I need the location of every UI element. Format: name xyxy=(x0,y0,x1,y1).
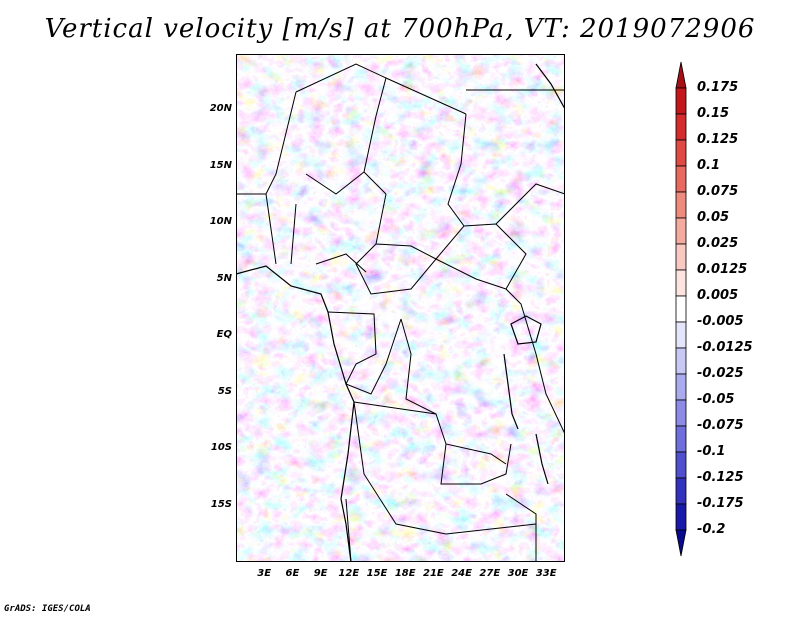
lat-tick-label: 15S xyxy=(210,498,232,510)
lon-tick-label: 30E xyxy=(507,568,529,579)
border-chad-sudan xyxy=(435,113,467,260)
lat-tick-label: 5N xyxy=(216,272,232,284)
lat-tick-label: 5S xyxy=(217,385,232,397)
colorbar-segment xyxy=(675,451,687,479)
lon-tick-label: 6E xyxy=(285,568,300,579)
colorbar-segment xyxy=(675,217,687,245)
lon-tick-label: 18E xyxy=(394,568,416,579)
colorbar-level-label: -0.05 xyxy=(697,392,735,407)
border-ethiopia xyxy=(495,183,565,225)
colorbar-segment xyxy=(675,373,687,401)
lat-tick-label: EQ xyxy=(216,329,232,341)
coastline-lake-malawi xyxy=(535,433,549,485)
map-frame xyxy=(236,54,565,562)
coastline-west-africa xyxy=(236,265,329,313)
colorbar-segment xyxy=(675,113,687,141)
colorbar-level-label: -0.175 xyxy=(697,496,744,511)
colorbar-segment xyxy=(675,243,687,271)
colorbar-level-label: -0.0125 xyxy=(697,340,753,355)
colorbar-level-label: -0.005 xyxy=(697,314,744,329)
border-gabon-congo xyxy=(327,311,402,395)
colorbar-segment xyxy=(675,61,687,89)
lon-tick-label: 15E xyxy=(366,568,388,579)
colorbar-segment xyxy=(675,269,687,297)
border-chad-libya xyxy=(385,77,467,115)
colorbar-level-label: 0.15 xyxy=(697,106,730,121)
border-east-africa xyxy=(505,288,565,435)
lon-tick-label: 12E xyxy=(338,568,360,579)
lat-tick-label: 10N xyxy=(209,216,232,228)
border-south-sudan xyxy=(463,223,527,290)
colorbar-segment xyxy=(675,191,687,219)
border-chad-car xyxy=(375,193,437,260)
colorbar-level-label: 0.0125 xyxy=(697,262,748,277)
lon-tick-label: 21E xyxy=(423,568,444,579)
border-car-drc xyxy=(355,243,507,295)
colorbar-segment xyxy=(675,87,687,115)
lat-tick-label: 15N xyxy=(209,159,232,171)
border-nigeria-cameroon xyxy=(305,171,367,273)
lon-tick-label: 3E xyxy=(257,568,272,579)
colorbar-segment xyxy=(675,529,687,557)
field-noise xyxy=(236,54,565,562)
colorbar-segment xyxy=(675,321,687,349)
colorbar-segment xyxy=(675,347,687,375)
lon-tick-label: 27E xyxy=(479,568,501,579)
colorbar-level-label: -0.025 xyxy=(697,366,744,381)
colorbar-level-label: 0.005 xyxy=(697,288,739,303)
vertical-velocity-field xyxy=(236,54,565,562)
lon-tick-label: 33E xyxy=(535,568,557,579)
colorbar-level-label: 0.175 xyxy=(697,80,739,95)
border-west xyxy=(236,91,297,265)
lat-tick-label: 20N xyxy=(209,103,232,115)
map-title: Vertical velocity [m/s] at 700hPa, VT: 2… xyxy=(44,14,756,44)
colorbar-segment xyxy=(675,425,687,453)
colorbar-level-label: -0.1 xyxy=(697,444,726,459)
country-borders xyxy=(236,63,565,562)
colorbar-level-label: 0.1 xyxy=(697,158,721,173)
colorbar-segment xyxy=(675,165,687,193)
lon-tick-label: 24E xyxy=(451,568,472,579)
colorbar-segment xyxy=(675,399,687,427)
coastline-central-africa xyxy=(327,311,355,562)
map-panel xyxy=(236,54,565,562)
colorbar-segment xyxy=(675,139,687,167)
colorbar-segment xyxy=(675,503,687,531)
grads-credit: GrADS: IGES/COLA xyxy=(4,604,91,614)
colorbar-level-label: 0.075 xyxy=(697,184,739,199)
lon-tick-label: 9E xyxy=(313,568,328,579)
lat-tick-label: 10S xyxy=(210,442,232,454)
border-angola xyxy=(353,401,447,535)
colorbar-level-label: -0.125 xyxy=(697,470,744,485)
colorbar-level-label: 0.025 xyxy=(697,236,739,251)
colorbar-segment xyxy=(675,295,687,323)
coastline xyxy=(236,63,565,562)
border-zambia xyxy=(440,443,512,485)
colorbar-level-label: -0.2 xyxy=(697,522,726,537)
coastline-lake-victoria xyxy=(510,315,542,345)
colorbar-level-label: 0.05 xyxy=(697,210,730,225)
border-niger-chad xyxy=(295,63,387,195)
coastline-lake-tanganyika xyxy=(503,353,519,430)
colorbar-segment xyxy=(675,477,687,505)
colorbar-level-label: 0.125 xyxy=(697,132,739,147)
coastline-red-sea xyxy=(535,63,565,110)
colorbar-level-label: -0.075 xyxy=(697,418,744,433)
